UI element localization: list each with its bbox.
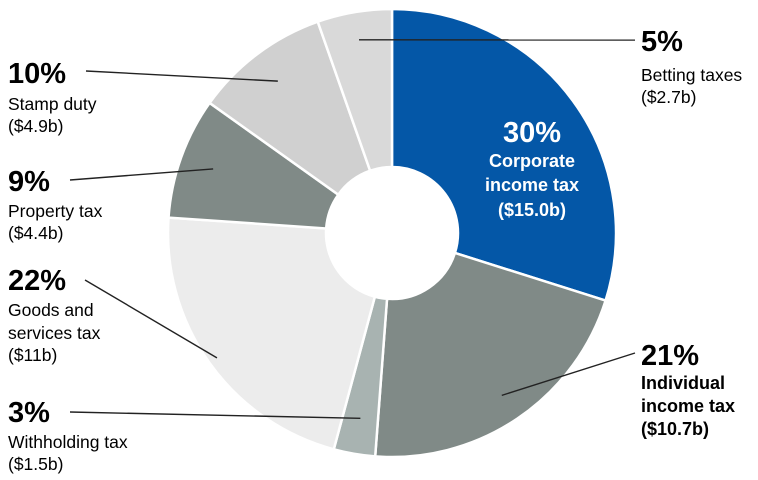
name-goods-and-services-tax-line2: services tax xyxy=(8,323,101,343)
label-withholding-tax: 3% Withholding tax ($1.5b) xyxy=(8,397,128,474)
slice-goods-and-services-tax xyxy=(166,216,377,451)
pct-betting-taxes: 5% xyxy=(641,26,683,58)
label-goods-and-services-tax: 22% Goods and services tax ($11b) xyxy=(8,265,101,365)
leader-individual-income-tax xyxy=(501,352,636,397)
label-corporate-income-tax: 30% Corporate income tax ($15.0b) xyxy=(485,117,579,220)
name-property-tax: Property tax xyxy=(8,201,103,221)
slice-betting-taxes xyxy=(316,7,394,173)
leader-goods-and-services-tax xyxy=(84,279,218,359)
name-stamp-duty: Stamp duty xyxy=(8,94,97,114)
amount-withholding-tax: ($1.5b) xyxy=(8,454,63,474)
name-goods-and-services-tax-line1: Goods and xyxy=(8,300,94,320)
leader-stamp-duty xyxy=(85,70,278,82)
leader-property-tax xyxy=(69,168,214,181)
pct-individual-income-tax: 21% xyxy=(641,340,699,372)
leader-lines xyxy=(69,39,636,420)
slice-stamp-duty xyxy=(207,20,372,197)
label-property-tax: 9% Property tax ($4.4b) xyxy=(8,166,103,243)
pct-withholding-tax: 3% xyxy=(8,397,50,429)
leader-withholding-tax xyxy=(69,411,361,420)
name-corporate-income-tax-line1: Corporate xyxy=(489,151,575,171)
amount-individual-income-tax: ($10.7b) xyxy=(641,419,709,439)
amount-corporate-income-tax: ($15.0b) xyxy=(498,200,566,220)
donut-slices xyxy=(166,7,618,459)
amount-goods-and-services-tax: ($11b) xyxy=(8,345,57,365)
pct-goods-and-services-tax: 22% xyxy=(8,265,66,297)
label-individual-income-tax: 21% Individual income tax ($10.7b) xyxy=(641,340,735,439)
name-betting-taxes: Betting taxes xyxy=(641,65,742,85)
slice-corporate-income-tax xyxy=(390,7,618,303)
pct-stamp-duty: 10% xyxy=(8,58,66,90)
amount-betting-taxes: ($2.7b) xyxy=(641,87,696,107)
name-individual-income-tax-line2: income tax xyxy=(641,396,735,416)
pct-corporate-income-tax: 30% xyxy=(503,117,561,149)
slice-individual-income-tax xyxy=(373,251,608,459)
label-betting-taxes: 5% Betting taxes ($2.7b) xyxy=(641,26,742,107)
name-withholding-tax: Withholding tax xyxy=(8,432,128,452)
name-individual-income-tax-line1: Individual xyxy=(641,373,725,393)
pct-property-tax: 9% xyxy=(8,166,50,198)
amount-stamp-duty: ($4.9b) xyxy=(8,116,63,136)
label-stamp-duty: 10% Stamp duty ($4.9b) xyxy=(8,58,97,136)
amount-property-tax: ($4.4b) xyxy=(8,223,63,243)
name-corporate-income-tax-line2: income tax xyxy=(485,175,579,195)
